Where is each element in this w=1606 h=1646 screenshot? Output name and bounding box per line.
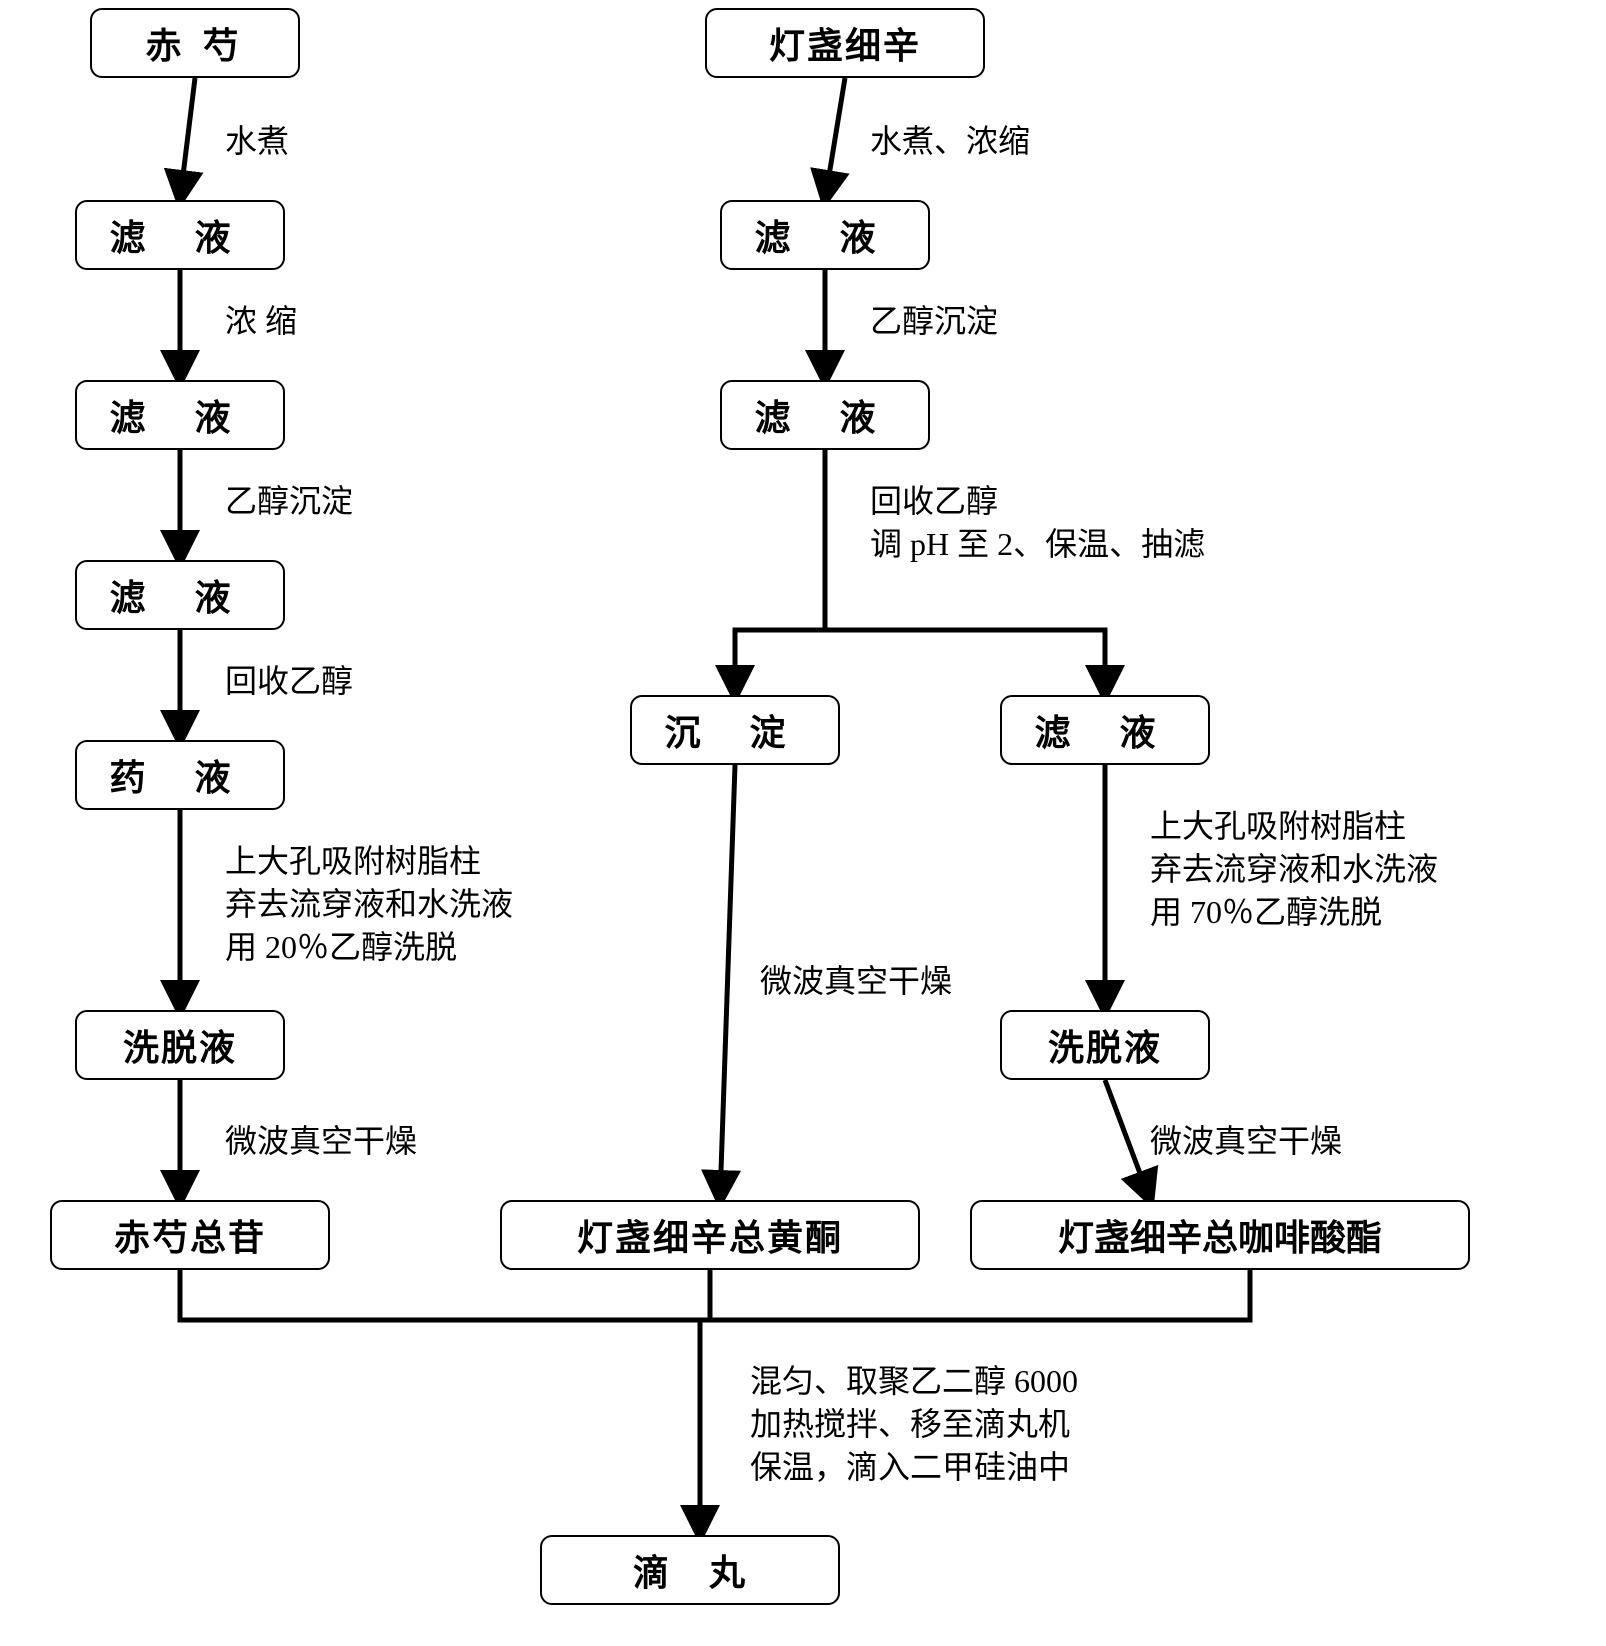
n_lf: 滤 液 bbox=[1000, 695, 1210, 765]
l_cd1: 微波真空干燥 bbox=[760, 960, 952, 1003]
n_dz_hflav: 灯盏细辛总黄酮 bbox=[500, 1200, 920, 1270]
n_cd: 沉 淀 bbox=[630, 695, 840, 765]
n_cs_zg: 赤芍总苷 bbox=[50, 1200, 330, 1270]
n_xi2: 洗脱液 bbox=[1000, 1010, 1210, 1080]
l_cs5: 上大孔吸附树脂柱弃去流穿液和水洗液用 20％乙醇洗脱 bbox=[225, 840, 513, 970]
n_dz_caf: 灯盏细辛总咖啡酸酯 bbox=[970, 1200, 1470, 1270]
l_mix: 混匀、取聚乙二醇 6000加热搅拌、移至滴丸机保温，滴入二甲硅油中 bbox=[750, 1360, 1078, 1490]
l_dz2: 乙醇沉淀 bbox=[870, 300, 998, 343]
n_cs_yao: 药 液 bbox=[75, 740, 285, 810]
l_cs6: 微波真空干燥 bbox=[225, 1120, 417, 1163]
n_cs_f1: 滤 液 bbox=[75, 200, 285, 270]
l_cs4: 回收乙醇 bbox=[225, 660, 353, 703]
l_cs3: 乙醇沉淀 bbox=[225, 480, 353, 523]
n_cs_xi: 洗脱液 bbox=[75, 1010, 285, 1080]
n_cs: 赤 芍 bbox=[90, 8, 300, 78]
n_dz_f1: 滤 液 bbox=[720, 200, 930, 270]
l_cs1: 水煮 bbox=[225, 120, 289, 163]
l_lf1: 上大孔吸附树脂柱弃去流穿液和水洗液用 70％乙醇洗脱 bbox=[1150, 805, 1438, 935]
l_cs2: 浓 缩 bbox=[225, 300, 297, 343]
l_dz3: 回收乙醇调 pH 至 2、保温、抽滤 bbox=[870, 480, 1205, 566]
n_cs_f3: 滤 液 bbox=[75, 560, 285, 630]
n_dz: 灯盏细辛 bbox=[705, 8, 985, 78]
n_diwan: 滴 丸 bbox=[540, 1535, 840, 1605]
l_xi2: 微波真空干燥 bbox=[1150, 1120, 1342, 1163]
n_cs_f2: 滤 液 bbox=[75, 380, 285, 450]
l_dz1: 水煮、浓缩 bbox=[870, 120, 1030, 163]
n_dz_f2: 滤 液 bbox=[720, 380, 930, 450]
